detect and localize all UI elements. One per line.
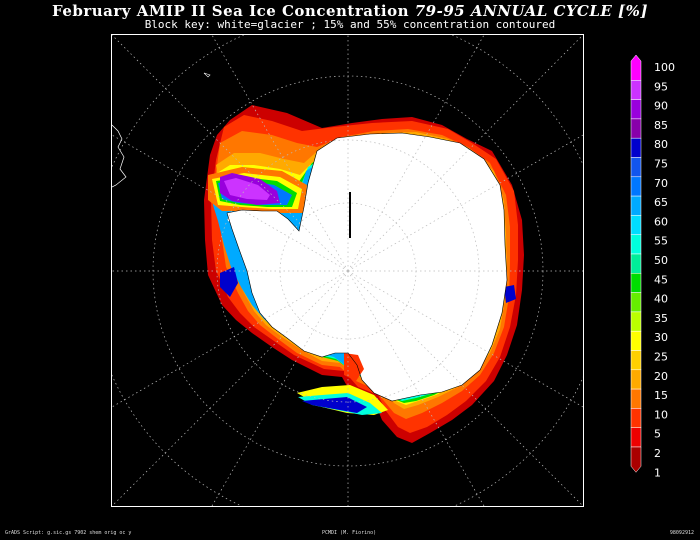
legend-label: 100: [654, 61, 675, 74]
legend-swatch: [630, 80, 642, 100]
legend-swatch: [630, 330, 642, 351]
pole-marker: [349, 192, 351, 238]
legend-label: 95: [654, 80, 668, 93]
legend-swatch: [630, 446, 642, 473]
footer-right: 98092912: [669, 530, 694, 536]
legend-swatch: [630, 253, 642, 274]
legend-label: 15: [654, 389, 668, 402]
legend-swatch: [630, 388, 642, 409]
legend-label: 40: [654, 293, 668, 306]
legend-label: 2: [654, 447, 661, 460]
legend-label: 90: [654, 100, 668, 113]
antarctic-peninsula: [228, 213, 288, 239]
legend-swatch: [630, 234, 642, 255]
map-title: February AMIP II Sea Ice Concentration 7…: [0, 2, 700, 20]
title-years: 79-95 ANNUAL CYCLE [%]: [414, 2, 648, 20]
legend-label: 5: [654, 428, 661, 441]
legend-swatch: [630, 176, 642, 197]
legend-swatch: [630, 215, 642, 235]
legend-label: 10: [654, 408, 668, 421]
color-legend: 100 95 90 85 80 75 70 65 60 55 50 45 40 35 30 25 20 15 10 5…: [630, 55, 675, 479]
legend-label: 20: [654, 370, 668, 383]
title-main: February AMIP II Sea Ice Concentration: [52, 2, 409, 20]
polar-stereographic-map: [112, 35, 583, 506]
legend-swatch: [630, 195, 642, 216]
polar-map: [111, 34, 584, 507]
map-subtitle: Block key: white=glacier ; 15% and 55% c…: [144, 18, 556, 31]
legend-swatch: [630, 427, 642, 448]
legend-swatch: [630, 55, 642, 81]
legend-swatch: [630, 311, 642, 332]
legend-label: 1: [654, 466, 661, 479]
legend-swatch: [630, 369, 642, 390]
legend-label: 80: [654, 138, 668, 151]
south-america-coast: [112, 124, 127, 188]
legend-swatch: [630, 99, 642, 120]
legend-label: 55: [654, 235, 668, 248]
legend-label: 85: [654, 119, 668, 132]
legend-label: 35: [654, 312, 668, 325]
legend-label: 60: [654, 215, 668, 228]
legend-bars: [630, 55, 642, 473]
legend-label: 30: [654, 331, 668, 344]
footer-center: PCMDI (M. Fiorino): [322, 530, 377, 536]
legend-swatch: [630, 408, 642, 428]
legend-labels: 100 95 90 85 80 75 70 65 60 55 50 45 40 35 30 25 20 15 10 5…: [654, 61, 675, 479]
longitude-grid: [112, 35, 583, 506]
legend-label: 25: [654, 351, 668, 364]
legend-swatch: [630, 350, 642, 371]
legend-label: 50: [654, 254, 668, 267]
legend-label: 75: [654, 158, 668, 171]
legend-swatch: [630, 292, 642, 313]
footer-left: GrADS Script: g.sic.gs 7902 shem orig oc…: [5, 530, 132, 536]
legend-label: 70: [654, 177, 668, 190]
legend-swatch: [630, 137, 642, 158]
legend-label: 45: [654, 273, 668, 286]
legend-swatch: [630, 273, 642, 293]
legend-swatch: [630, 118, 642, 139]
legend-swatch: [630, 157, 642, 178]
legend-label: 65: [654, 196, 668, 209]
